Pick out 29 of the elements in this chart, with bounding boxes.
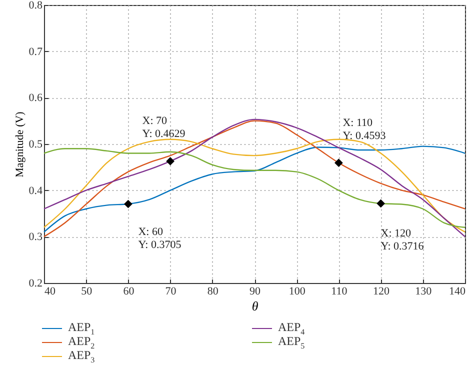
legend-label: AEP$_{4}$ (278, 320, 305, 336)
x-axis-title: θ (252, 298, 259, 314)
legend-label: AEP$_{2}$ (68, 334, 95, 350)
y-tick-label: 0.3 (28, 231, 43, 244)
x-tick-label: 120 (373, 286, 390, 298)
y-tick-label: 0.6 (28, 92, 43, 104)
x-tick-label: 70 (165, 286, 177, 298)
annotation: X: 120 Y: 0.3716 (380, 227, 424, 252)
y-tick-label: 0.4 (28, 184, 43, 197)
y-tick-label: 0.5 (28, 138, 43, 150)
y-tick-label: 0.8 (28, 0, 43, 12)
x-tick-label: 40 (44, 286, 56, 298)
legend-label: AEP$_{3}$ (68, 348, 95, 364)
y-tick-label: 0.7 (28, 46, 43, 58)
x-tick-label: 110 (331, 286, 348, 298)
annotation: X: 110 Y: 0.4593 (342, 116, 386, 142)
x-tick-label: 80 (207, 286, 219, 298)
y-tick-label: 0.2 (28, 278, 42, 290)
x-tick-label: 60 (123, 286, 135, 298)
legend-label: AEP$_{1}$ (68, 320, 95, 336)
annotation: X: 70 Y: 0.4629 (142, 115, 186, 140)
y-axis-title: Magnitude (V) (14, 111, 26, 178)
x-tick-label: 100 (288, 286, 306, 298)
legend-label: AEP$_{5}$ (278, 334, 305, 350)
x-tick-label: 90 (250, 286, 261, 298)
x-tick-label: 50 (81, 286, 93, 298)
x-tick-label: 140 (449, 286, 466, 298)
annotation: X: 60 Y: 0.3705 (138, 226, 182, 251)
x-tick-label: 130 (415, 286, 432, 298)
